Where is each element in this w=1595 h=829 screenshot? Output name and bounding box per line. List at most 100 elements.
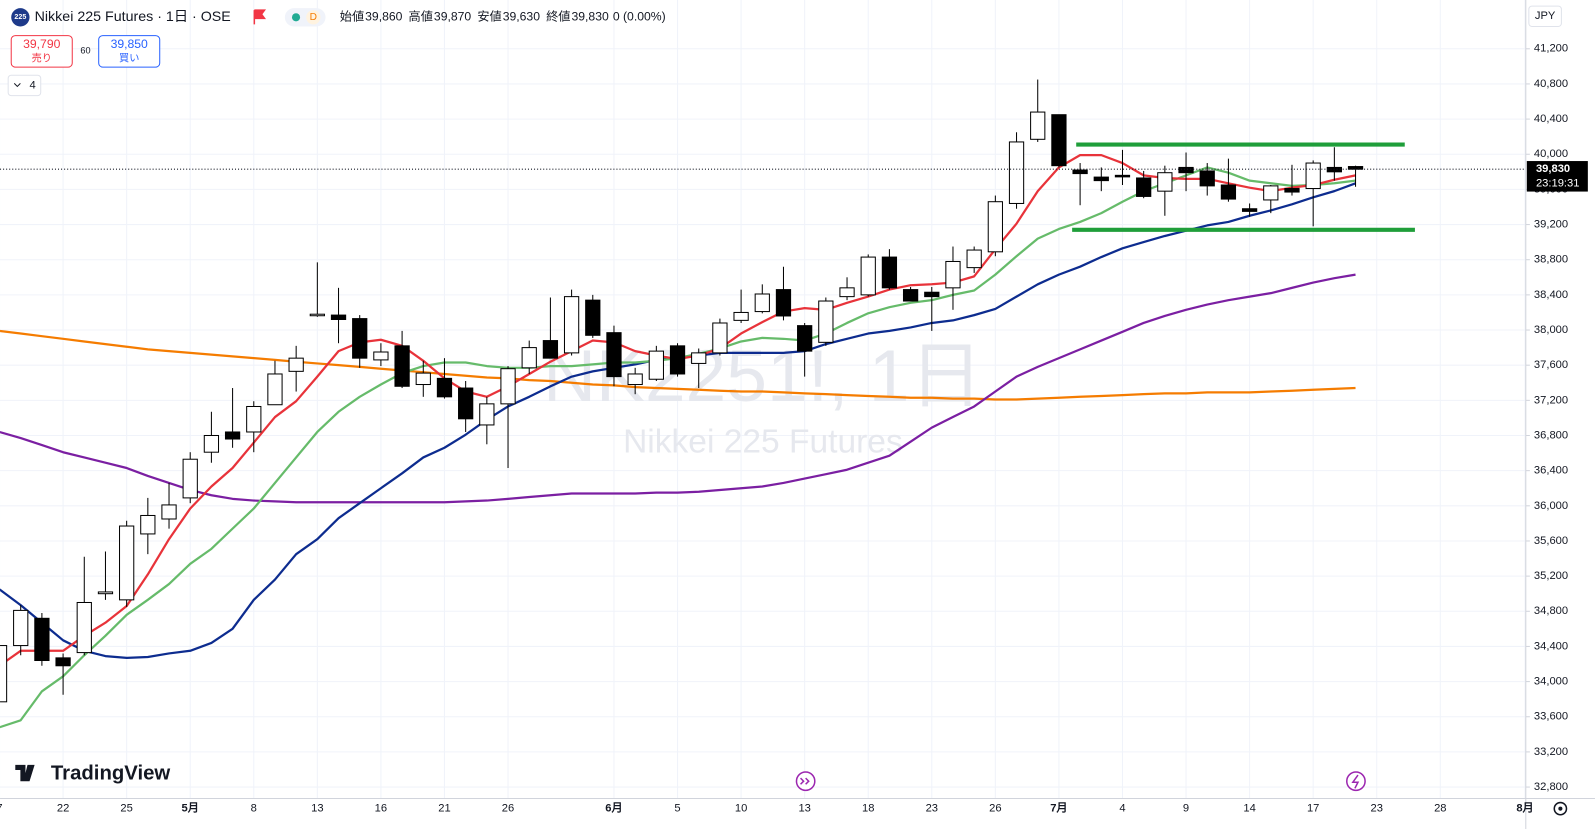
candle-body	[797, 325, 813, 352]
ohlc-label: 高値	[409, 9, 433, 24]
sell-button[interactable]	[10, 35, 73, 68]
candle-body	[224, 431, 241, 440]
y-tick-label: 36,000	[1534, 500, 1568, 512]
candle-body	[500, 368, 516, 405]
y-tick-label: 41,200	[1534, 43, 1568, 55]
candle-body	[267, 373, 283, 406]
candle-body	[246, 405, 262, 433]
candle-body	[394, 345, 410, 387]
last-price-label: 39,830	[1536, 163, 1570, 175]
event-glyph	[800, 777, 810, 785]
candle-body	[1093, 176, 1109, 182]
ohlc-value: 39,630	[503, 10, 540, 24]
x-tick-label: 9	[1183, 803, 1189, 815]
candle-body	[563, 296, 580, 354]
candle-body	[1136, 177, 1152, 197]
indicators-count: 4	[29, 79, 35, 91]
event-icon[interactable]	[795, 771, 816, 792]
plot	[0, 79, 1526, 729]
candle-body	[352, 318, 368, 359]
indicators-toggle[interactable]	[7, 74, 42, 97]
ma-line	[0, 273, 1356, 504]
x-tick-label: 25	[120, 803, 132, 815]
y-tick-label: 38,800	[1534, 254, 1568, 266]
grid	[0, 0, 1526, 799]
y-tick-label: 36,800	[1534, 429, 1568, 441]
chevron-icon	[13, 83, 21, 88]
event-icon[interactable]	[1346, 771, 1366, 792]
x-tick-label: 5	[674, 803, 680, 815]
symbol-icon[interactable]	[11, 8, 30, 27]
buy-label: 買い	[119, 53, 139, 65]
y-tick-label: 37,600	[1534, 359, 1568, 371]
y-tick-label: 39,200	[1534, 219, 1568, 231]
currency-button[interactable]	[1528, 5, 1562, 27]
candle-body	[1114, 174, 1131, 178]
last-price-tag	[1526, 161, 1588, 192]
status-dot	[291, 13, 301, 22]
candle-body	[182, 458, 198, 499]
candle-body	[775, 289, 792, 317]
x-tick-label: 28	[1434, 803, 1446, 815]
ohlc-value: 39,860	[365, 10, 402, 24]
candle-body	[309, 313, 325, 317]
ohlc-label: 安値	[477, 9, 501, 24]
x-tick-label: 18	[862, 803, 874, 815]
candle-body	[902, 289, 919, 302]
candle-body	[1051, 114, 1067, 167]
x-tick-label: 23	[926, 803, 938, 815]
candle-body	[1178, 166, 1194, 174]
candle-body	[712, 322, 728, 354]
x-tick-label: 13	[311, 803, 323, 815]
x-tick-label: 10	[735, 803, 747, 815]
y-tick-label: 33,600	[1534, 711, 1568, 723]
candle-body	[1241, 208, 1258, 212]
x-tick-label: 8月	[1516, 802, 1533, 815]
x-tick-label: 26	[502, 803, 514, 815]
settings-icon[interactable]	[1553, 801, 1568, 816]
candle-body	[585, 299, 601, 336]
buy-button[interactable]	[98, 35, 161, 68]
candle-body	[606, 332, 622, 378]
countdown: 23:19:31	[1536, 177, 1580, 189]
x-tick-label: 23	[1371, 803, 1383, 815]
candle-body	[203, 434, 220, 453]
candle-body	[1199, 170, 1215, 187]
candle-body	[161, 504, 177, 520]
x-tick-label: 22	[57, 803, 69, 815]
flag-icon[interactable]	[253, 9, 267, 25]
x-tick-label: 6月	[605, 802, 622, 815]
logo-icon	[15, 764, 35, 782]
y-tick-label: 40,000	[1534, 148, 1568, 160]
x-axis: 7 22 25 5月 8 13 16 21 26 6月 5 10 13 18 23 26 7月 4 9 14 17 23 2…	[0, 802, 1534, 815]
logo-text: TradingView	[51, 762, 171, 784]
candle-body	[140, 514, 156, 535]
y-tick-label: 38,000	[1534, 324, 1568, 336]
y-tick-label: 40,400	[1534, 113, 1568, 125]
candle-body	[1263, 185, 1279, 201]
symbol-title[interactable]: Nikkei 225 Futures · 1日 · OSE	[35, 9, 231, 25]
x-tick-label: 26	[989, 803, 1001, 815]
candle-body	[1072, 169, 1088, 175]
x-tick-label: 14	[1243, 803, 1255, 815]
candle-body	[0, 645, 8, 703]
candle-body	[818, 300, 834, 343]
candle-body	[521, 347, 537, 369]
candle-body	[1157, 172, 1173, 192]
y-tick-label: 34,400	[1534, 640, 1568, 652]
y-tick-label: 40,800	[1534, 78, 1568, 90]
candle-body	[542, 340, 559, 359]
y-tick-label: 34,800	[1534, 605, 1568, 617]
candle-body	[34, 617, 50, 662]
candle-body	[839, 287, 855, 298]
settings-dot	[1558, 806, 1563, 811]
candle-body	[415, 372, 431, 386]
x-tick-label: 7月	[1050, 802, 1067, 815]
candle-body	[13, 609, 29, 647]
ohlc-value: 39,830	[571, 10, 608, 24]
candle-body	[436, 377, 453, 398]
ohlc-label: 終値	[546, 9, 570, 24]
